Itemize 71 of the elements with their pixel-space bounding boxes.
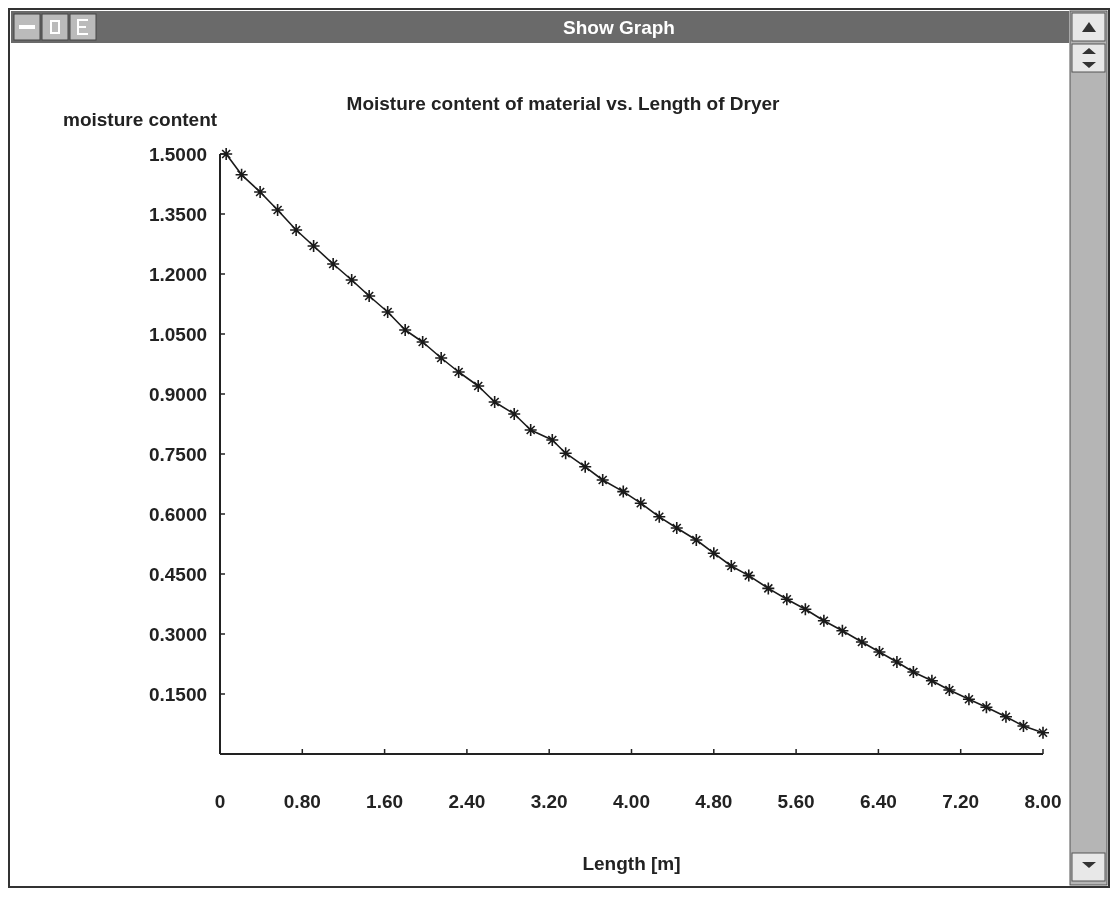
x-tick-label: 8.00: [1024, 791, 1062, 812]
point: [798, 602, 813, 616]
x-tick-label: 4.80: [695, 791, 733, 812]
y-tick-label: 1.5000: [148, 144, 208, 165]
point: [289, 223, 303, 237]
point: [487, 395, 502, 409]
point: [326, 257, 340, 271]
point: [780, 592, 794, 606]
point: [962, 692, 976, 706]
point: [234, 168, 249, 182]
chart-title: Moisture content of material vs. Length of Dryer: [346, 93, 781, 114]
text: Show Graph: [563, 17, 675, 38]
x-tick-label: 0: [214, 791, 226, 812]
point: [855, 635, 869, 649]
y-tick-label: 0.3000: [148, 624, 208, 645]
point: [434, 351, 448, 365]
point: [689, 533, 704, 547]
point: [817, 614, 831, 628]
point: [344, 273, 359, 287]
point: [925, 674, 939, 688]
point: [219, 147, 233, 161]
point: [398, 323, 412, 337]
x-tick-label: 2.40: [448, 791, 486, 812]
point: [545, 433, 560, 447]
point: [999, 710, 1013, 724]
point: [523, 423, 538, 437]
y-tick-label: 1.3500: [148, 204, 208, 225]
y-tick-label: 0.9000: [148, 384, 208, 405]
x-tick-label: 4.00: [613, 791, 650, 812]
point: [942, 683, 957, 697]
y-tick-label: 1.0500: [148, 324, 208, 345]
point: [906, 665, 921, 679]
point: [507, 407, 522, 421]
y-tick-label: 0.7500: [148, 444, 208, 465]
point: [707, 546, 721, 560]
point: [979, 700, 994, 714]
x-tick-label: 6.40: [859, 791, 897, 812]
point: [633, 496, 648, 510]
x-tick-label: 0.80: [283, 791, 321, 812]
point: [306, 239, 321, 253]
point: [872, 645, 887, 659]
point: [471, 379, 486, 393]
x-tick-label: 1.60: [366, 791, 404, 812]
y-tick-label: 0.1500: [148, 684, 208, 705]
point: [578, 460, 593, 474]
point: [415, 335, 430, 349]
point: [761, 581, 776, 596]
y-tick-label: 1.2000: [148, 264, 208, 285]
point: [362, 289, 376, 303]
point: [380, 305, 395, 319]
x-tick-label: 3.20: [530, 791, 568, 812]
y-tick-label: 0.6000: [148, 504, 208, 525]
point: [616, 484, 631, 499]
x-axis-title: Length [m]: [582, 853, 681, 874]
point: [741, 568, 756, 583]
x-tick-label: 7.20: [942, 791, 980, 812]
point: [451, 365, 466, 379]
point: [558, 446, 573, 460]
point: [1036, 726, 1050, 740]
point: [595, 473, 610, 487]
point: [724, 559, 739, 573]
point: [669, 521, 684, 535]
point: [270, 203, 285, 217]
point: [253, 185, 267, 199]
y-tick-label: 0.4500: [148, 564, 208, 585]
y-axis-title: moisture content: [63, 109, 218, 130]
point: [890, 655, 904, 669]
point: [1016, 719, 1031, 733]
point: [652, 510, 667, 524]
point: [835, 624, 850, 638]
x-tick-label: 5.60: [777, 791, 815, 812]
